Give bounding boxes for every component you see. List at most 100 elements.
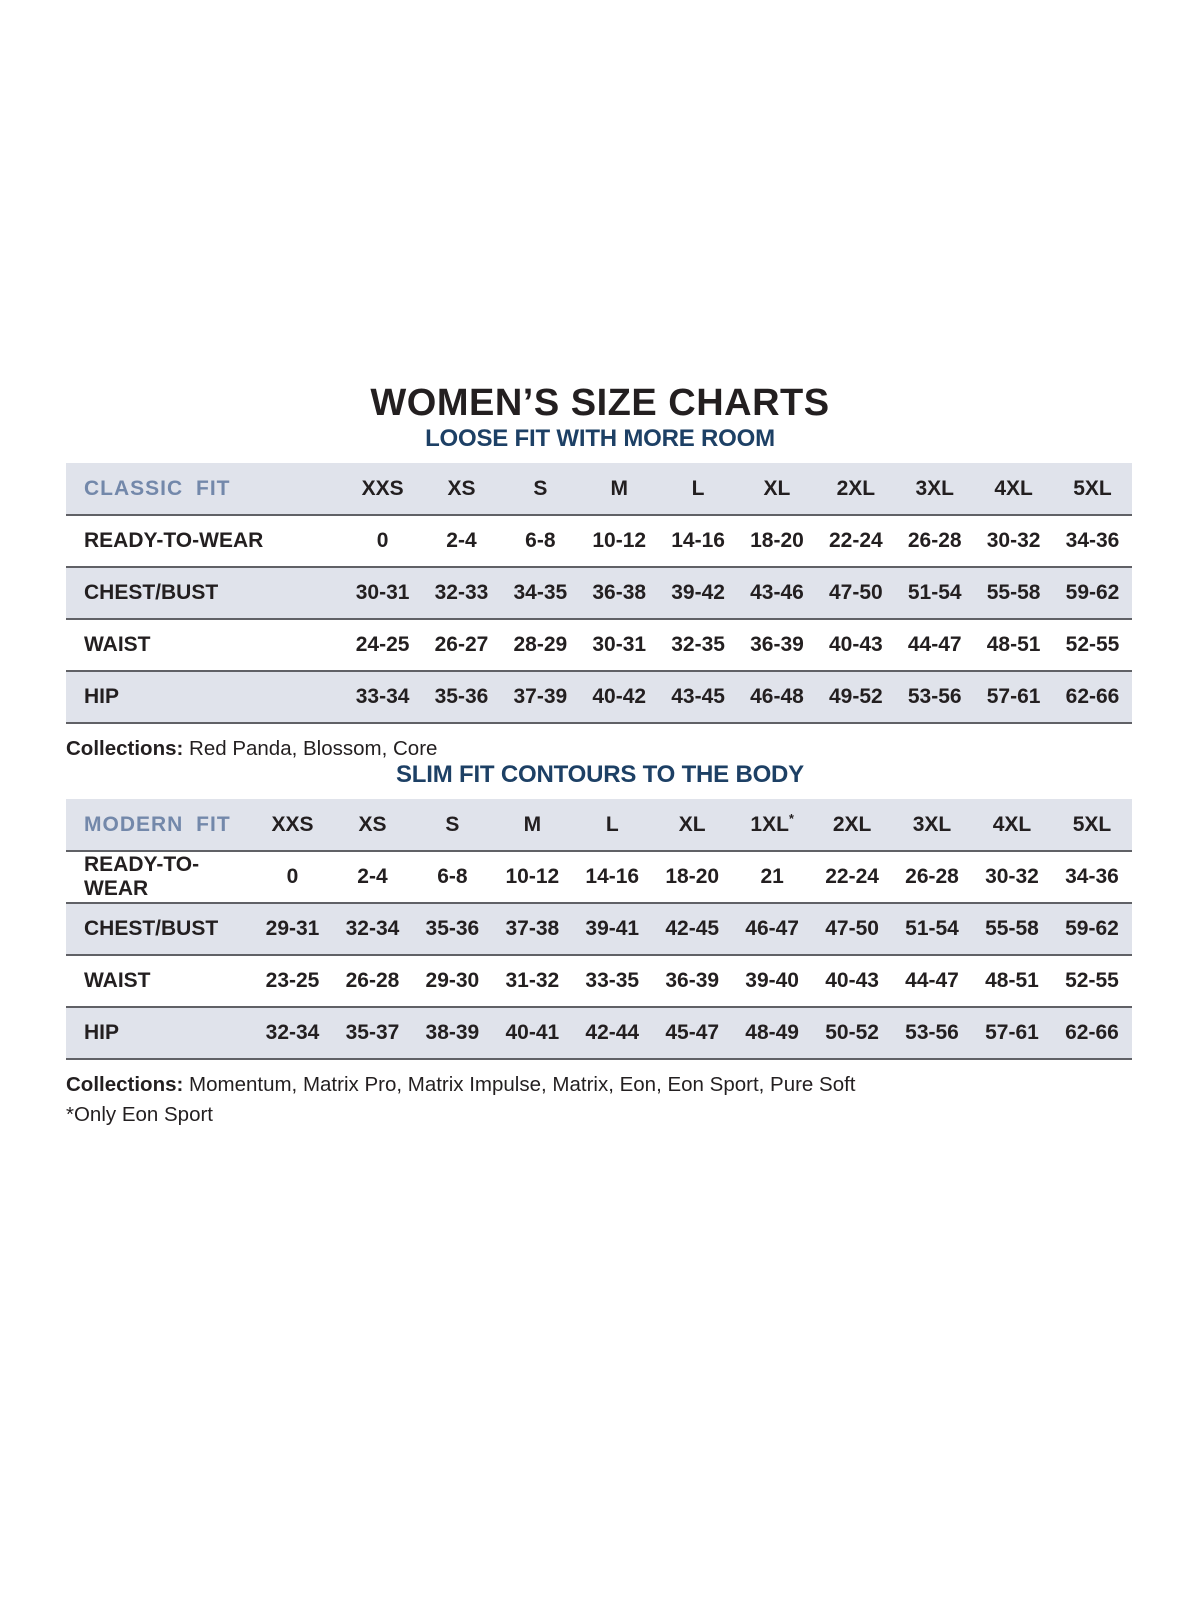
- row-label: WAIST: [66, 619, 344, 672]
- size-value-cell: 22-24: [816, 515, 896, 568]
- footnote: *Only Eon Sport: [66, 1103, 213, 1127]
- size-header-cell: XS: [332, 799, 413, 853]
- size-value-cell: 26-27: [422, 619, 501, 672]
- size-header-cell: 2XL: [812, 799, 893, 853]
- size-header-cell: XS: [422, 463, 501, 516]
- size-value-cell: 44-47: [895, 619, 975, 672]
- collections-list: Red Panda, Blossom, Core: [183, 737, 438, 760]
- size-header-cell: 5XL: [1051, 799, 1132, 853]
- fit-label: MODERN FIT: [66, 799, 253, 853]
- size-value-cell: 53-56: [892, 1007, 972, 1061]
- size-value-cell: 0: [252, 851, 333, 905]
- classic-fit-collections: Collections: Red Panda, Blossom, Core: [66, 737, 1134, 761]
- size-value-cell: 62-66: [1051, 1007, 1132, 1061]
- size-value-cell: 46-48: [737, 671, 817, 724]
- size-header-cell: S: [412, 799, 493, 853]
- size-value-cell: 35-37: [332, 1007, 413, 1061]
- size-value-cell: 45-47: [652, 1007, 733, 1061]
- size-value-cell: 51-54: [895, 567, 975, 620]
- size-header-cell: XL: [737, 463, 817, 516]
- size-value-cell: 30-31: [343, 567, 423, 620]
- size-value-cell: 57-61: [971, 1007, 1052, 1061]
- size-value-cell: 52-55: [1053, 619, 1132, 672]
- collections-label: Collections:: [66, 737, 184, 760]
- size-value-cell: 44-47: [892, 955, 972, 1009]
- size-value-cell: 0: [343, 515, 423, 568]
- size-header-cell: 4XL: [974, 463, 1054, 516]
- size-value-cell: 42-44: [572, 1007, 653, 1061]
- size-value-cell: 6-8: [412, 851, 493, 905]
- size-header-cell: M: [492, 799, 573, 853]
- size-value-cell: 52-55: [1051, 955, 1132, 1009]
- row-label: HIP: [66, 1007, 253, 1061]
- size-value-cell: 10-12: [579, 515, 659, 568]
- size-value-cell: 30-32: [974, 515, 1054, 568]
- table-row: WAIST 23-25 26-28 29-30 31-32 33-35 36-39 39-40…: [66, 955, 1132, 1009]
- size-value-cell: 48-51: [971, 955, 1052, 1009]
- table-row: CHEST/BUST 29-31 32-34 35-36 37-38 39-41 42-45…: [66, 903, 1132, 957]
- size-value-cell: 36-38: [579, 567, 659, 620]
- size-value-cell: 2-4: [422, 515, 501, 568]
- size-value-cell: 29-30: [412, 955, 493, 1009]
- classic-fit-subtitle: LOOSE FIT WITH MORE ROOM: [425, 425, 775, 452]
- size-header-row: CLASSIC FIT XXS XS S M L XL 2XL 3XL 4XL 5XL: [66, 463, 1132, 516]
- size-value-cell: 10-12: [492, 851, 573, 905]
- size-value-cell: 51-54: [892, 903, 972, 957]
- size-value-cell: 35-36: [412, 903, 493, 957]
- size-value-cell: 24-25: [343, 619, 423, 672]
- size-header-cell: L: [658, 463, 738, 516]
- size-value-cell: 36-39: [737, 619, 817, 672]
- size-header-cell: 2XL: [816, 463, 896, 516]
- row-label: WAIST: [66, 955, 253, 1009]
- size-value-cell: 55-58: [971, 903, 1052, 957]
- size-value-cell: 48-49: [732, 1007, 813, 1061]
- size-header-cell: 1XL*: [732, 799, 813, 853]
- row-label: HIP: [66, 671, 344, 724]
- size-value-cell: 21: [732, 851, 813, 905]
- size-value-cell: 30-32: [971, 851, 1052, 905]
- table-row: WAIST 24-25 26-27 28-29 30-31 32-35 36-39 40-43…: [66, 619, 1132, 672]
- page-title: WOMEN’S SIZE CHARTS: [370, 382, 830, 424]
- size-header-cell: L: [572, 799, 653, 853]
- size-value-cell: 38-39: [412, 1007, 493, 1061]
- modern-fit-table: MODERN FIT XXS XS S M L XL 1XL* 2XL 3XL 4XL 5XL REA…: [66, 799, 1132, 1061]
- size-header-cell: 4XL: [971, 799, 1052, 853]
- size-value-cell: 49-52: [816, 671, 896, 724]
- table-row: CHEST/BUST 30-31 32-33 34-35 36-38 39-42 43-46…: [66, 567, 1132, 620]
- row-label: READY-TO-WEAR: [66, 851, 253, 905]
- classic-fit-table: CLASSIC FIT XXS XS S M L XL 2XL 3XL 4XL 5XL READY-…: [66, 463, 1132, 724]
- fit-label: CLASSIC FIT: [66, 463, 344, 516]
- size-value-cell: 29-31: [252, 903, 333, 957]
- size-value-cell: 34-36: [1053, 515, 1132, 568]
- size-value-cell: 47-50: [812, 903, 893, 957]
- modern-fit-table-body: READY-TO-WEAR 0 2-4 6-8 10-12 14-16 18-20 21 22-…: [66, 851, 1132, 1061]
- size-value-cell: 42-45: [652, 903, 733, 957]
- size-value-cell: 6-8: [500, 515, 580, 568]
- table-row: READY-TO-WEAR 0 2-4 6-8 10-12 14-16 18-20 22-24…: [66, 515, 1132, 568]
- footnote-marker: *: [788, 812, 794, 827]
- collections-list: Momentum, Matrix Pro, Matrix Impulse, Ma…: [183, 1073, 856, 1097]
- modern-fit-section: SLIM FIT CONTOURS TO THE BODY MODERN FIT…: [0, 761, 1200, 1127]
- size-header-cell: 3XL: [895, 463, 975, 516]
- size-header-row: MODERN FIT XXS XS S M L XL 1XL* 2XL 3XL 4XL 5XL: [66, 799, 1132, 853]
- modern-fit-collections: Collections: Momentum, Matrix Pro, Matri…: [66, 1073, 1134, 1097]
- size-value-cell: 40-42: [579, 671, 659, 724]
- table-row: READY-TO-WEAR 0 2-4 6-8 10-12 14-16 18-20 21 22-…: [66, 851, 1132, 905]
- size-value-cell: 40-43: [816, 619, 896, 672]
- size-header-cell: 3XL: [892, 799, 972, 853]
- size-value-cell: 32-33: [422, 567, 501, 620]
- classic-fit-section: LOOSE FIT WITH MORE ROOM CLASSIC FIT XXS X…: [0, 425, 1200, 761]
- size-value-cell: 40-43: [812, 955, 893, 1009]
- size-value-cell: 55-58: [974, 567, 1054, 620]
- size-value-cell: 32-35: [658, 619, 738, 672]
- size-value-cell: 18-20: [737, 515, 817, 568]
- size-value-cell: 26-28: [895, 515, 975, 568]
- size-value-cell: 30-31: [579, 619, 659, 672]
- size-value-cell: 62-66: [1053, 671, 1132, 724]
- table-row: HIP 33-34 35-36 37-39 40-42 43-45 46-48 49-52 53…: [66, 671, 1132, 724]
- size-value-cell: 53-56: [895, 671, 975, 724]
- row-label: CHEST/BUST: [66, 903, 253, 957]
- size-header-cell: XXS: [343, 463, 423, 516]
- classic-fit-table-head: CLASSIC FIT XXS XS S M L XL 2XL 3XL 4XL 5XL: [66, 463, 1132, 516]
